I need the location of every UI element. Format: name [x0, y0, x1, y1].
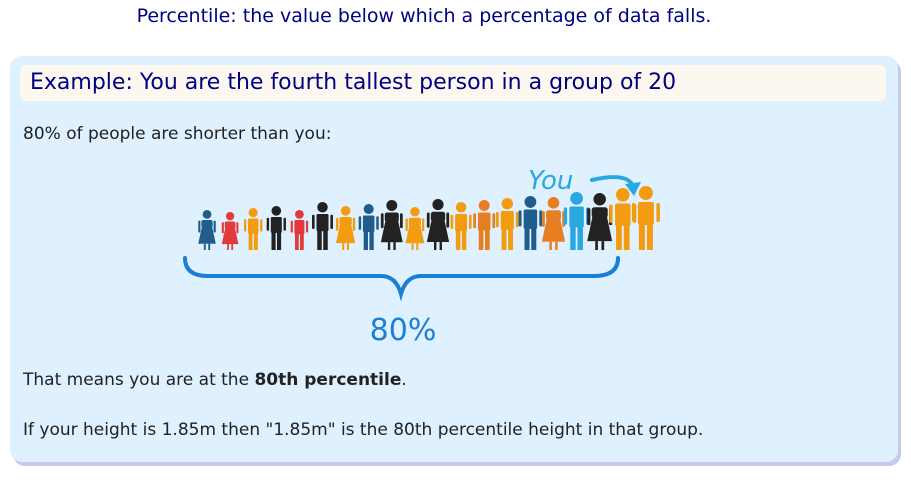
you-label: You — [528, 166, 573, 196]
person-figure — [380, 200, 403, 250]
percentile-highlight: 80th percentile — [254, 370, 402, 390]
people-height-illustration: 80% You — [183, 166, 660, 348]
person-figure — [495, 198, 519, 250]
you-arrow-head — [625, 182, 641, 196]
example-box: Example: You are the fourth tallest pers… — [10, 56, 898, 462]
person-figure — [426, 199, 450, 250]
person-figure — [290, 210, 309, 250]
person-figure — [631, 186, 660, 250]
brace-80-percent — [183, 256, 620, 302]
person-figure — [518, 196, 543, 250]
example-title: Example: You are the fourth tallest pers… — [20, 65, 886, 101]
conclusion-text: That means you are at the 80th percentil… — [23, 370, 407, 390]
person-figure — [358, 204, 379, 250]
person-figure — [244, 208, 263, 250]
person-figure — [266, 206, 286, 250]
person-figure — [312, 202, 333, 250]
person-figure — [587, 193, 613, 250]
height-explanation: If your height is 1.85m then "1.85m" is … — [23, 420, 704, 440]
person-figure — [473, 200, 496, 250]
person-figure — [335, 206, 356, 250]
person-figure — [541, 197, 566, 250]
conclusion-prefix: That means you are at the — [23, 370, 255, 390]
intro-text: 80% of people are shorter than you: — [23, 124, 332, 144]
percent-label: 80% — [370, 313, 437, 348]
conclusion-suffix: . — [401, 370, 407, 390]
person-you-figure — [563, 192, 590, 250]
definition-text: Percentile: the value below which a perc… — [136, 5, 712, 27]
people-row — [198, 186, 660, 250]
person-figure — [450, 202, 472, 250]
person-figure — [198, 210, 216, 250]
person-figure — [221, 212, 239, 250]
person-figure — [405, 207, 425, 250]
